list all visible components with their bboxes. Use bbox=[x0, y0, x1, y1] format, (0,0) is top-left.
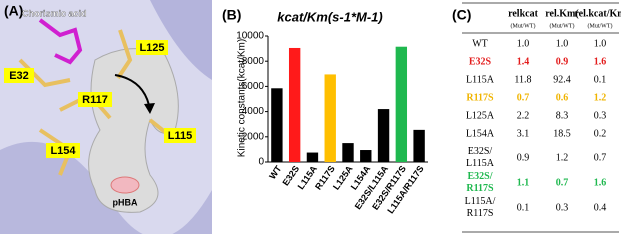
bar bbox=[324, 74, 336, 162]
table-cell: 1.4 bbox=[517, 56, 530, 67]
label-box bbox=[4, 68, 34, 83]
bar bbox=[360, 150, 372, 162]
structure-label: pHBA bbox=[113, 197, 138, 207]
chart-title: kcat/Km(s-1*M-1) bbox=[277, 9, 382, 24]
table-cell: 0.3 bbox=[594, 110, 607, 121]
label-box bbox=[78, 92, 112, 107]
table-cell: 0.4 bbox=[594, 202, 607, 213]
table-cell: 1.1 bbox=[517, 177, 530, 188]
bar bbox=[395, 46, 408, 162]
residue-label: R117 bbox=[82, 94, 108, 106]
row-label: E32S bbox=[469, 56, 492, 67]
row-label: WT bbox=[472, 38, 488, 49]
table-cell: 0.1 bbox=[517, 202, 530, 213]
table-cell: 0.2 bbox=[594, 128, 607, 139]
table-cell: 0.1 bbox=[594, 74, 607, 85]
row-label: E32S/L115A bbox=[466, 146, 495, 169]
bar bbox=[377, 109, 390, 162]
y-tick-label: 10000 bbox=[236, 31, 264, 42]
label-box bbox=[46, 143, 80, 158]
column-subheader: (Mut/WT) bbox=[550, 22, 575, 29]
label-box bbox=[164, 128, 196, 143]
table-cell: 8.3 bbox=[556, 110, 569, 121]
column-subheader: (Mut/WT) bbox=[511, 22, 536, 29]
pHBA-molecule bbox=[110, 176, 140, 194]
row-label: E32S/R117S bbox=[466, 171, 494, 194]
table-cell: 1.2 bbox=[594, 92, 607, 103]
table-cell: 0.7 bbox=[594, 152, 607, 163]
chorismate-molecule bbox=[38, 18, 83, 65]
y-tick-label: 2000 bbox=[242, 131, 265, 142]
table-cell: 3.1 bbox=[517, 128, 530, 139]
column-header: relkcat bbox=[508, 8, 538, 19]
table-cell: 92.4 bbox=[553, 74, 571, 85]
panel-label: (B) bbox=[222, 7, 241, 23]
table-cell: 1.0 bbox=[594, 38, 607, 49]
table-cell: 1.0 bbox=[517, 38, 530, 49]
table-cell: 0.9 bbox=[517, 152, 530, 163]
panel-label: (A) bbox=[4, 3, 23, 19]
bar bbox=[306, 152, 319, 162]
y-tick-label: 8000 bbox=[242, 56, 265, 67]
y-tick-label: 0 bbox=[258, 157, 264, 168]
row-label: L125A bbox=[466, 110, 495, 121]
ribbon bbox=[150, 0, 212, 80]
table-cell: 0.9 bbox=[556, 56, 569, 67]
arrowhead bbox=[144, 103, 155, 114]
y-axis-label: Kinetic constants(kcat/Km) bbox=[237, 39, 248, 157]
panel-label: (C) bbox=[452, 7, 471, 23]
column-subheader: (Mut/WT) bbox=[588, 22, 613, 29]
bar bbox=[342, 143, 354, 162]
pocket-surface bbox=[88, 48, 179, 213]
table-cell: 0.7 bbox=[556, 177, 569, 188]
x-tick-label: WT bbox=[267, 163, 284, 181]
residue-label: L154 bbox=[50, 145, 76, 157]
table-cell: 1.6 bbox=[594, 56, 607, 67]
table-cell: 0.3 bbox=[556, 202, 569, 213]
table-cell: 2.2 bbox=[517, 110, 530, 121]
row-label: L115A/R117S bbox=[465, 196, 496, 219]
table-cell: 0.7 bbox=[517, 92, 530, 103]
table-cell: 0.6 bbox=[556, 92, 569, 103]
residue-label: L125 bbox=[139, 42, 164, 54]
label-box bbox=[136, 40, 168, 55]
table-cell: 18.5 bbox=[553, 128, 571, 139]
table-cell: 1.6 bbox=[594, 177, 607, 188]
column-header: rel.Km( bbox=[545, 8, 579, 19]
column-header: rel.kcat/Km bbox=[574, 8, 621, 19]
panel-a: (A) Chorismic acid L125 E32 R117 L115 L1… bbox=[0, 0, 212, 234]
ribbon bbox=[0, 141, 212, 234]
table-cell: 11.8 bbox=[514, 74, 531, 85]
residue-label: E32 bbox=[9, 70, 29, 82]
row-label: R117S bbox=[466, 92, 494, 103]
row-label: L115A bbox=[466, 74, 495, 85]
bar bbox=[413, 129, 425, 162]
table-cell: 1.0 bbox=[556, 38, 569, 49]
y-tick-label: 6000 bbox=[242, 81, 265, 92]
y-tick-label: 4000 bbox=[242, 106, 265, 117]
structure-label: Chorismic acid bbox=[22, 8, 87, 18]
row-label: L154A bbox=[466, 128, 495, 139]
table-cell: 1.2 bbox=[556, 152, 569, 163]
residue-label: L115 bbox=[168, 130, 192, 142]
bar bbox=[288, 47, 301, 162]
figure: (A) Chorismic acid L125 E32 R117 L115 L1… bbox=[0, 0, 621, 234]
bar bbox=[271, 88, 283, 162]
